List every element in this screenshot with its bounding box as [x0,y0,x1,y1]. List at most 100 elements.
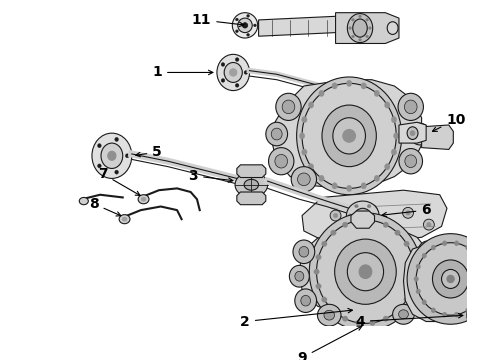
Ellipse shape [415,129,425,139]
Text: 10: 10 [433,113,466,131]
Ellipse shape [422,300,426,305]
Polygon shape [351,211,374,228]
Ellipse shape [373,214,377,217]
Ellipse shape [141,197,146,201]
Ellipse shape [314,269,319,274]
Ellipse shape [404,297,409,302]
Ellipse shape [324,310,335,320]
Ellipse shape [391,149,397,155]
Ellipse shape [355,204,358,208]
Ellipse shape [349,27,351,30]
Ellipse shape [412,269,417,274]
Ellipse shape [232,13,258,38]
Text: 9: 9 [297,326,362,360]
Ellipse shape [352,35,354,38]
Ellipse shape [423,247,433,257]
Ellipse shape [333,118,366,154]
Ellipse shape [355,223,358,226]
Ellipse shape [407,234,490,324]
Ellipse shape [335,239,396,304]
Ellipse shape [301,296,311,306]
Ellipse shape [295,289,317,312]
Ellipse shape [368,27,371,30]
Text: 6: 6 [382,203,431,217]
Text: 5: 5 [136,145,162,159]
Ellipse shape [332,183,337,189]
Ellipse shape [217,54,249,91]
Ellipse shape [475,300,479,305]
Ellipse shape [481,264,485,269]
Ellipse shape [282,100,295,114]
Ellipse shape [347,253,384,291]
Ellipse shape [369,218,375,223]
Ellipse shape [332,83,337,89]
Ellipse shape [343,130,355,142]
Ellipse shape [414,276,418,282]
Ellipse shape [433,260,469,298]
Ellipse shape [353,19,368,37]
Ellipse shape [319,175,324,181]
Ellipse shape [481,289,485,294]
Ellipse shape [291,167,317,192]
Ellipse shape [410,284,415,289]
Ellipse shape [427,272,435,281]
Ellipse shape [416,243,485,315]
Ellipse shape [374,175,380,181]
Ellipse shape [441,269,460,288]
Ellipse shape [360,213,366,218]
Ellipse shape [387,22,398,35]
Ellipse shape [369,320,375,325]
Ellipse shape [299,133,305,139]
Polygon shape [399,122,426,143]
Text: 2: 2 [240,309,352,329]
Text: 8: 8 [89,197,121,216]
Ellipse shape [480,311,487,319]
Ellipse shape [308,163,314,170]
Polygon shape [299,228,431,317]
Ellipse shape [318,304,341,326]
Ellipse shape [119,215,130,224]
Ellipse shape [125,154,129,158]
Ellipse shape [391,116,397,123]
Ellipse shape [410,255,415,260]
Ellipse shape [297,173,310,186]
Ellipse shape [98,164,101,168]
Ellipse shape [236,30,238,32]
Ellipse shape [392,304,415,324]
Text: 3: 3 [189,169,233,183]
Ellipse shape [442,312,447,317]
Ellipse shape [296,77,402,195]
Ellipse shape [418,241,438,263]
Ellipse shape [266,122,288,146]
Polygon shape [336,13,399,44]
Text: 7: 7 [98,167,140,195]
Ellipse shape [247,14,249,17]
Ellipse shape [330,210,341,221]
Ellipse shape [299,247,309,257]
Ellipse shape [346,185,352,192]
Ellipse shape [221,63,225,66]
Ellipse shape [343,222,348,228]
Ellipse shape [271,128,282,140]
Ellipse shape [474,305,490,325]
Polygon shape [403,240,490,321]
Ellipse shape [395,308,400,314]
Ellipse shape [367,205,377,216]
Ellipse shape [359,39,362,41]
Ellipse shape [308,102,314,108]
Ellipse shape [369,208,374,212]
Ellipse shape [221,78,225,82]
Ellipse shape [317,220,415,323]
Ellipse shape [366,18,368,21]
Ellipse shape [115,170,119,174]
Ellipse shape [361,183,367,189]
Ellipse shape [122,217,127,221]
Ellipse shape [416,264,420,269]
Ellipse shape [410,131,415,135]
Ellipse shape [467,297,490,333]
Ellipse shape [404,100,417,114]
Ellipse shape [374,90,380,96]
Ellipse shape [321,241,327,247]
Ellipse shape [331,308,336,314]
Ellipse shape [421,294,430,304]
